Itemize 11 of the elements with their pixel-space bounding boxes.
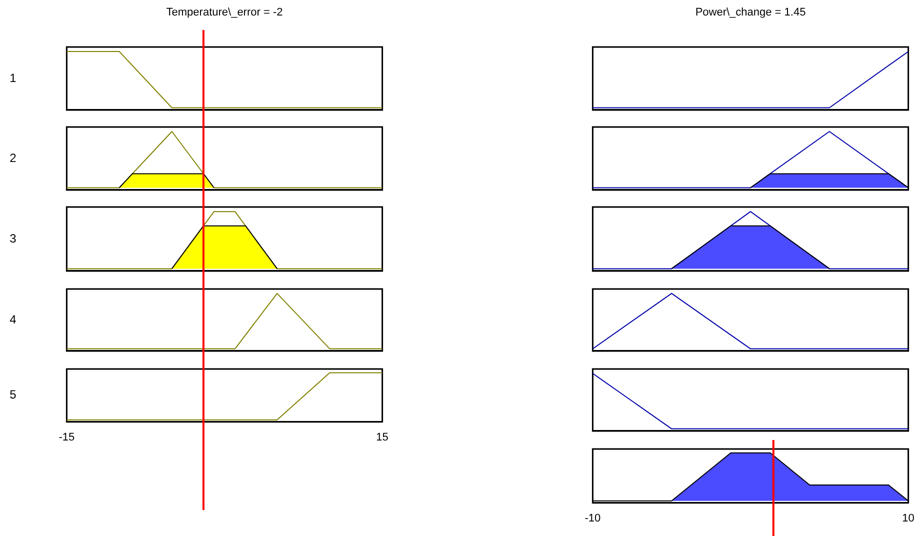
y-axis-title: 2 xyxy=(10,150,17,165)
x-tick-label: 15 xyxy=(376,431,388,444)
chart-title: Temperature\_error = -2 xyxy=(166,6,283,19)
x-tick-label: 10 xyxy=(902,512,914,524)
y-axis-title: 5 xyxy=(10,388,17,402)
chart-title: Power\_change = 1.45 xyxy=(695,6,806,19)
x-tick-label: -15 xyxy=(58,431,75,444)
y-axis-title: 4 xyxy=(10,312,17,326)
y-axis-title: 3 xyxy=(10,231,17,246)
x-tick-label: -10 xyxy=(584,512,601,524)
y-axis-title: 1 xyxy=(10,70,17,85)
